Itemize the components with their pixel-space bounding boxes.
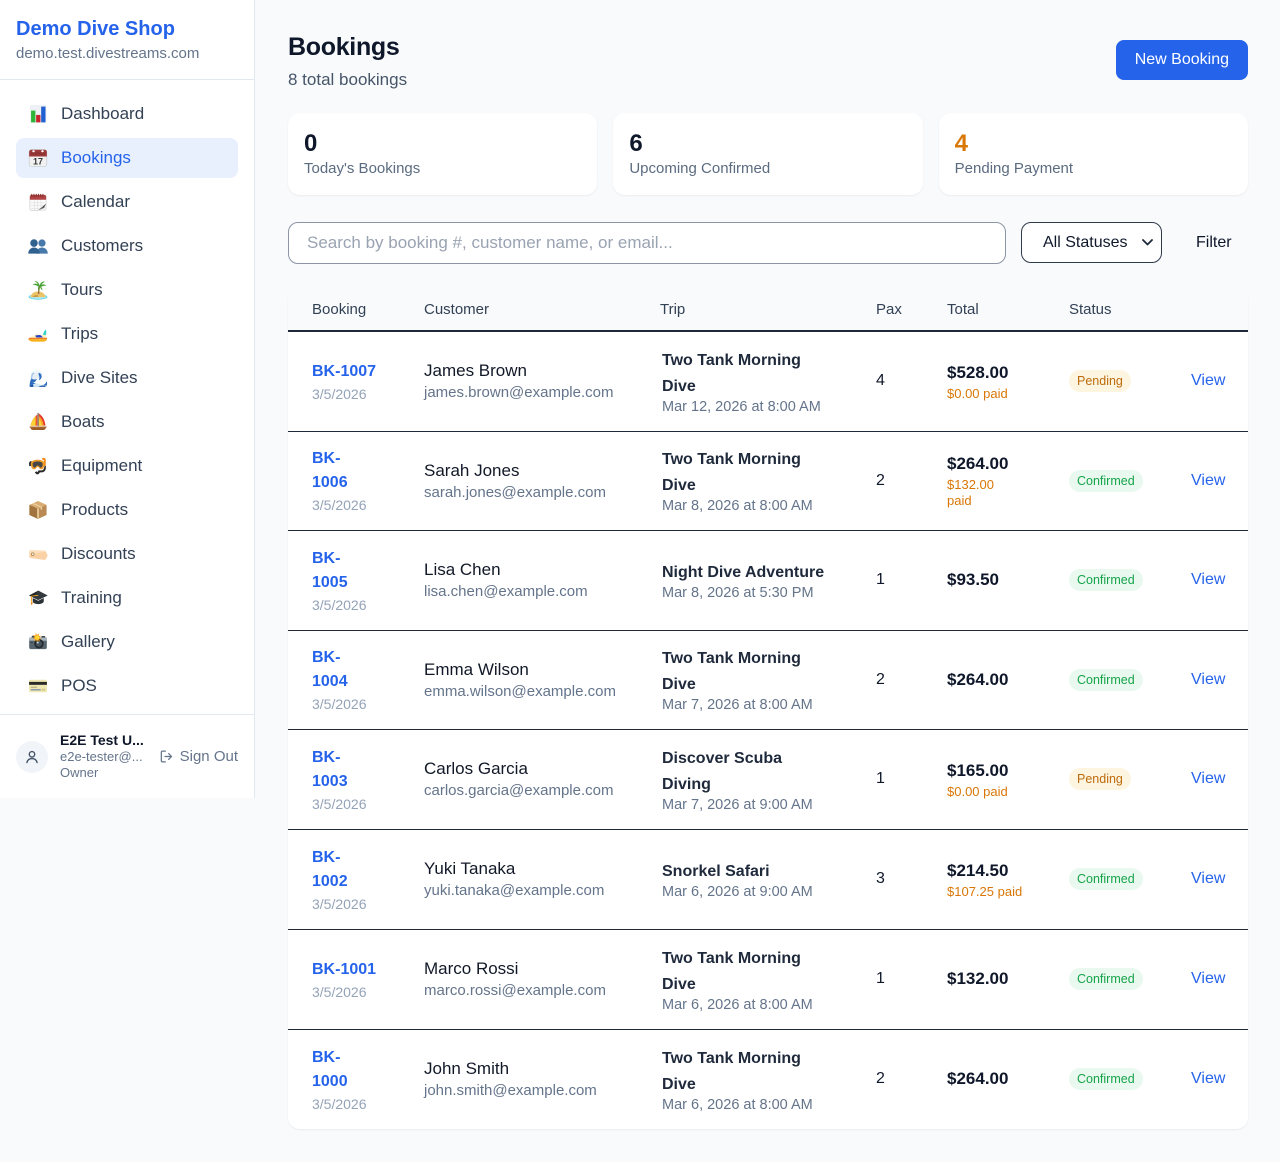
- svg-text:17: 17: [33, 156, 43, 166]
